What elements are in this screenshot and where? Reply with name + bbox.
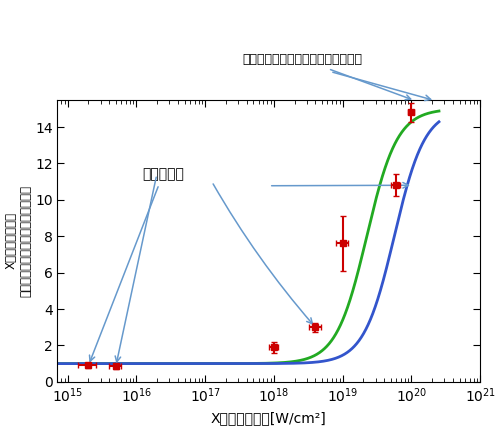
Text: 計算機シミュレーションでの予測線: 計算機シミュレーションでの予測線 — [242, 53, 410, 100]
Y-axis label: X線透過率変化比
（通常の物質状態を１とした場合）: X線透過率変化比 （通常の物質状態を１とした場合） — [4, 185, 32, 297]
X-axis label: X線集光強度　[W/cm²]: X線集光強度 [W/cm²] — [211, 411, 326, 425]
Text: 実験データ: 実験データ — [90, 167, 184, 361]
